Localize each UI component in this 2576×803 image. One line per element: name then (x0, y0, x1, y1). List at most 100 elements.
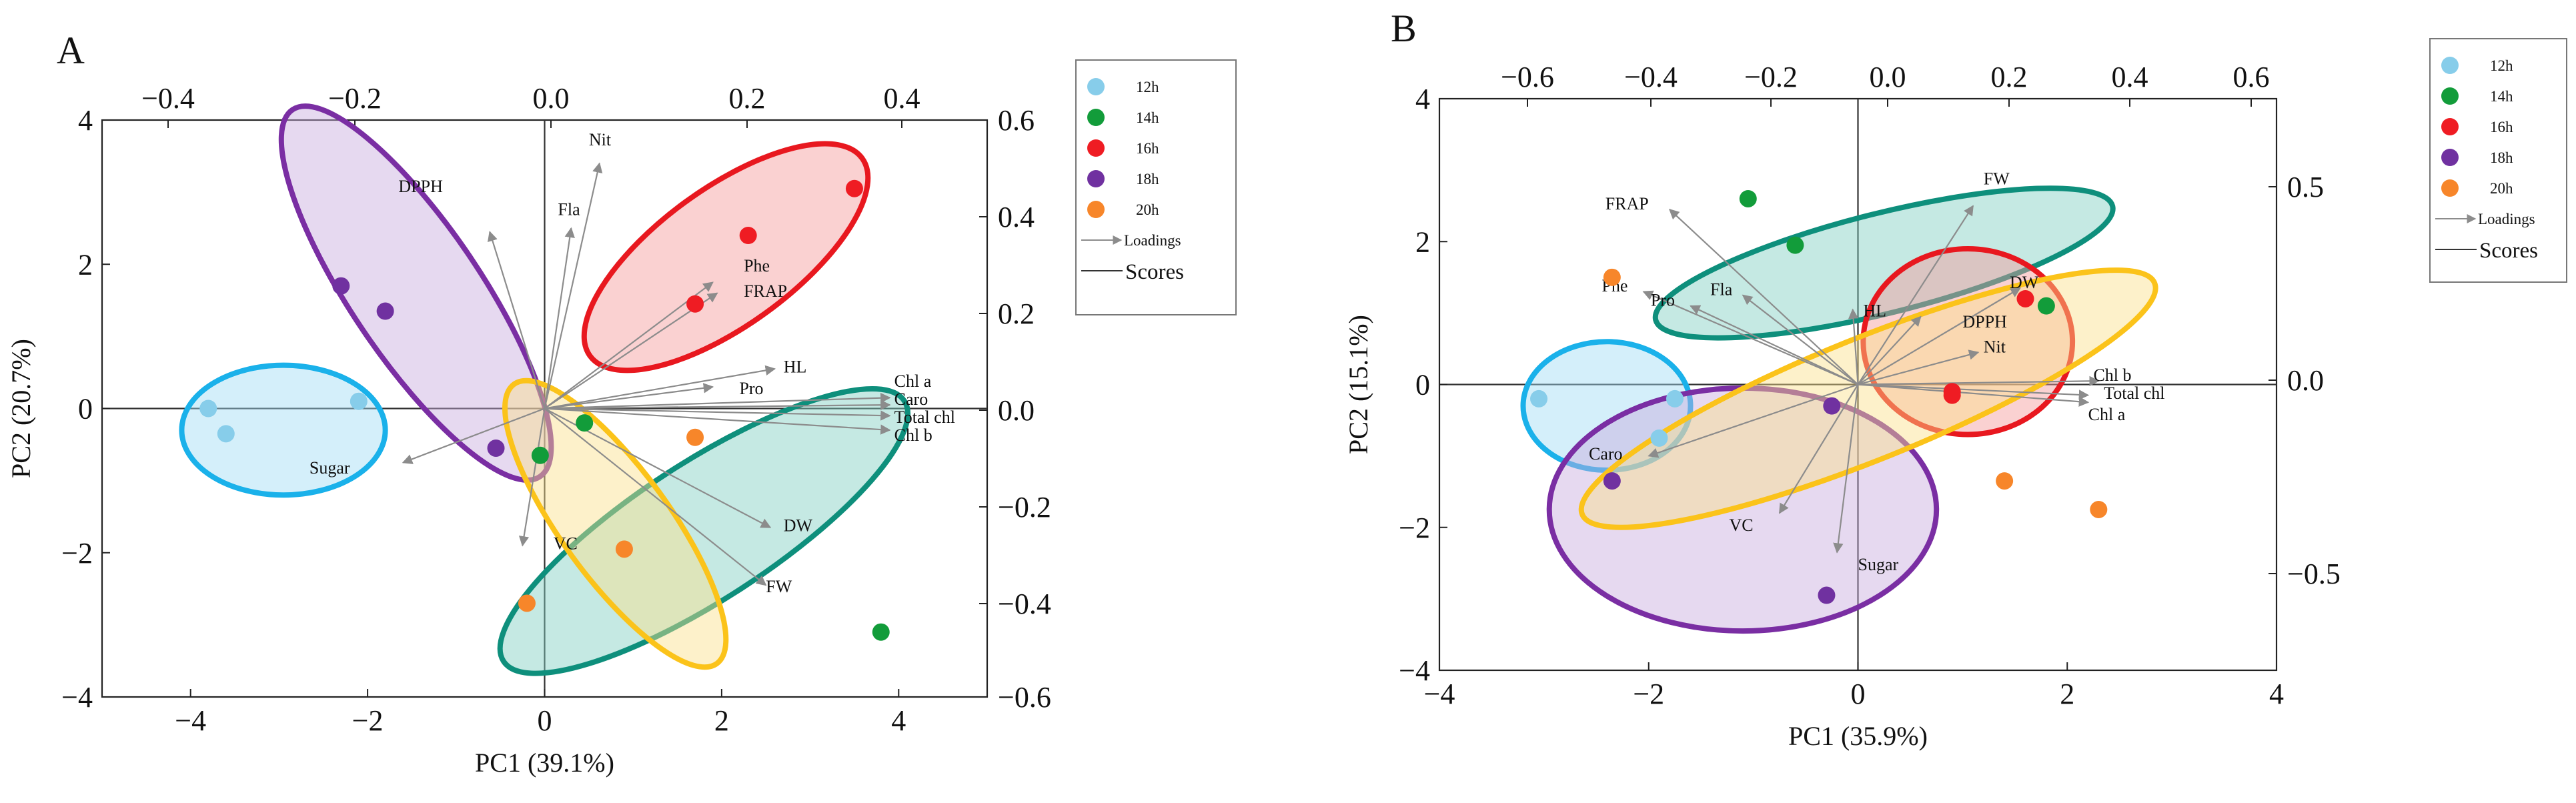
loading-label: Pro (739, 379, 763, 398)
legend-marker-16h (2441, 118, 2459, 135)
loading-arrow (544, 383, 714, 410)
x-tick-label: −4 (1424, 678, 1455, 710)
right-tick-label: 0.4 (998, 201, 1035, 233)
top-tick-label: 0.0 (1870, 61, 1906, 93)
score-point-16h (845, 179, 863, 197)
loading-label: DW (2010, 273, 2039, 292)
score-point-18h (1603, 472, 1621, 490)
legend-label: 14h (1136, 109, 1159, 126)
y-tick-label: −2 (61, 537, 93, 570)
loading-label: Phe (744, 256, 770, 275)
loading-label: Total chl (2104, 383, 2164, 403)
legend-label: 16h (2490, 119, 2513, 135)
top-tick-label: −0.4 (141, 82, 195, 115)
panel-b: −4 −2 0 2 4 4 2 0 −2 −4 −0.6 −0.4 −0.2 0.0 0.2 0.4 0.6 0.… (1343, 7, 2567, 751)
loading-label: FRAP (1605, 194, 1649, 213)
top-tick-label: 0.6 (2233, 61, 2270, 93)
legend-loadings-label: Loadings (2478, 211, 2535, 227)
score-point-20h (518, 594, 536, 612)
loading-label: Fla (1710, 280, 1733, 299)
loading-label: DW (784, 516, 813, 535)
loading-arrow (1833, 384, 1859, 554)
top-tick-label: 0.2 (1991, 61, 2028, 93)
loading-arrow (544, 292, 718, 410)
x-tick-label: 2 (714, 704, 729, 737)
top-tick-label: −0.4 (1624, 61, 1678, 93)
score-point-18h (332, 277, 350, 295)
loading-arrow (544, 408, 891, 435)
legend-marker-12h (2441, 57, 2459, 74)
x-tick-label: −2 (1633, 678, 1664, 710)
legend-marker-14h (1087, 109, 1105, 126)
score-point-18h (1823, 397, 1841, 415)
loading-arrow (1858, 383, 2090, 407)
y-axis-label: PC2 (20.7%) (6, 339, 36, 478)
loading-label: DPPH (1962, 312, 2007, 331)
right-tick-label: −0.4 (998, 588, 1051, 620)
right-tick-label: −0.6 (998, 681, 1051, 714)
top-tick-label: 0.2 (729, 82, 766, 115)
score-point-18h (376, 302, 394, 320)
legend-label: 12h (1136, 79, 1159, 95)
loading-label: Fla (558, 200, 580, 219)
loading-arrow (1857, 315, 1922, 385)
loading-arrow (1648, 383, 1858, 458)
right-tick-label: −0.5 (2287, 558, 2341, 590)
top-tick-label: −0.2 (1744, 61, 1798, 93)
right-tick-label: 0.0 (2287, 364, 2324, 397)
legend-marker-16h (1087, 139, 1105, 157)
legend-box (1075, 59, 1237, 315)
loading-label: HL (784, 357, 807, 376)
loading-arrow (1642, 290, 1858, 385)
x-tick-label: 4 (891, 704, 906, 737)
loading-arrow (544, 408, 891, 421)
x-tick-label: −2 (352, 704, 384, 737)
loading-arrow (544, 393, 891, 410)
loading-label: Chl a (2088, 405, 2126, 424)
score-point-20h (2090, 500, 2108, 518)
score-point-14h (576, 414, 594, 432)
loading-label: Sugar (309, 458, 350, 478)
legend-scores-label: Scores (1125, 260, 1184, 284)
x-tick-label: 0 (1851, 678, 1866, 710)
score-point-16h (686, 295, 704, 313)
confidence-ellipse-14h (1652, 185, 2116, 341)
legend-marker-20h (2441, 179, 2459, 197)
loading-arrow (544, 399, 891, 410)
legend-label: 14h (2490, 88, 2513, 105)
x-tick-label: −4 (175, 704, 206, 737)
loading-arrow (1778, 383, 1859, 514)
score-point-12h (1650, 429, 1668, 447)
legend-label: 20h (1136, 201, 1159, 218)
x-tick-label: 2 (2060, 678, 2074, 710)
score-point-14h (1786, 236, 1804, 254)
loading-arrow (518, 408, 546, 547)
loading-arrow (1858, 383, 2090, 400)
loading-label: Total chl (894, 408, 955, 427)
loading-label: HL (1863, 301, 1886, 321)
legend-scores-label: Scores (2479, 239, 2538, 263)
loading-arrow (1668, 208, 1859, 385)
panel-label: A (57, 29, 85, 72)
score-point-20h (686, 428, 704, 446)
x-tick-label: 0 (538, 704, 552, 737)
score-point-12h (217, 425, 235, 443)
loading-label: Chl b (894, 426, 932, 445)
y-tick-label: −4 (1399, 654, 1430, 687)
legend-loadings-label: Loadings (1124, 232, 1181, 249)
score-point-18h (487, 439, 505, 457)
top-tick-label: 0.4 (2112, 61, 2148, 93)
score-point-12h (1666, 389, 1684, 408)
legend-marker-14h (2441, 87, 2459, 105)
score-point-16h (739, 227, 757, 244)
score-point-12h (1530, 389, 1548, 408)
right-tick-label: −0.2 (998, 491, 1051, 524)
y-tick-label: −4 (61, 681, 93, 714)
loading-label: VC (554, 534, 578, 553)
loading-label: Caro (894, 389, 928, 409)
loading-arrow (544, 365, 776, 410)
y-tick-label: 0 (78, 393, 93, 426)
confidence-ellipse-18h (278, 103, 554, 483)
y-tick-label: 0 (1415, 369, 1430, 402)
